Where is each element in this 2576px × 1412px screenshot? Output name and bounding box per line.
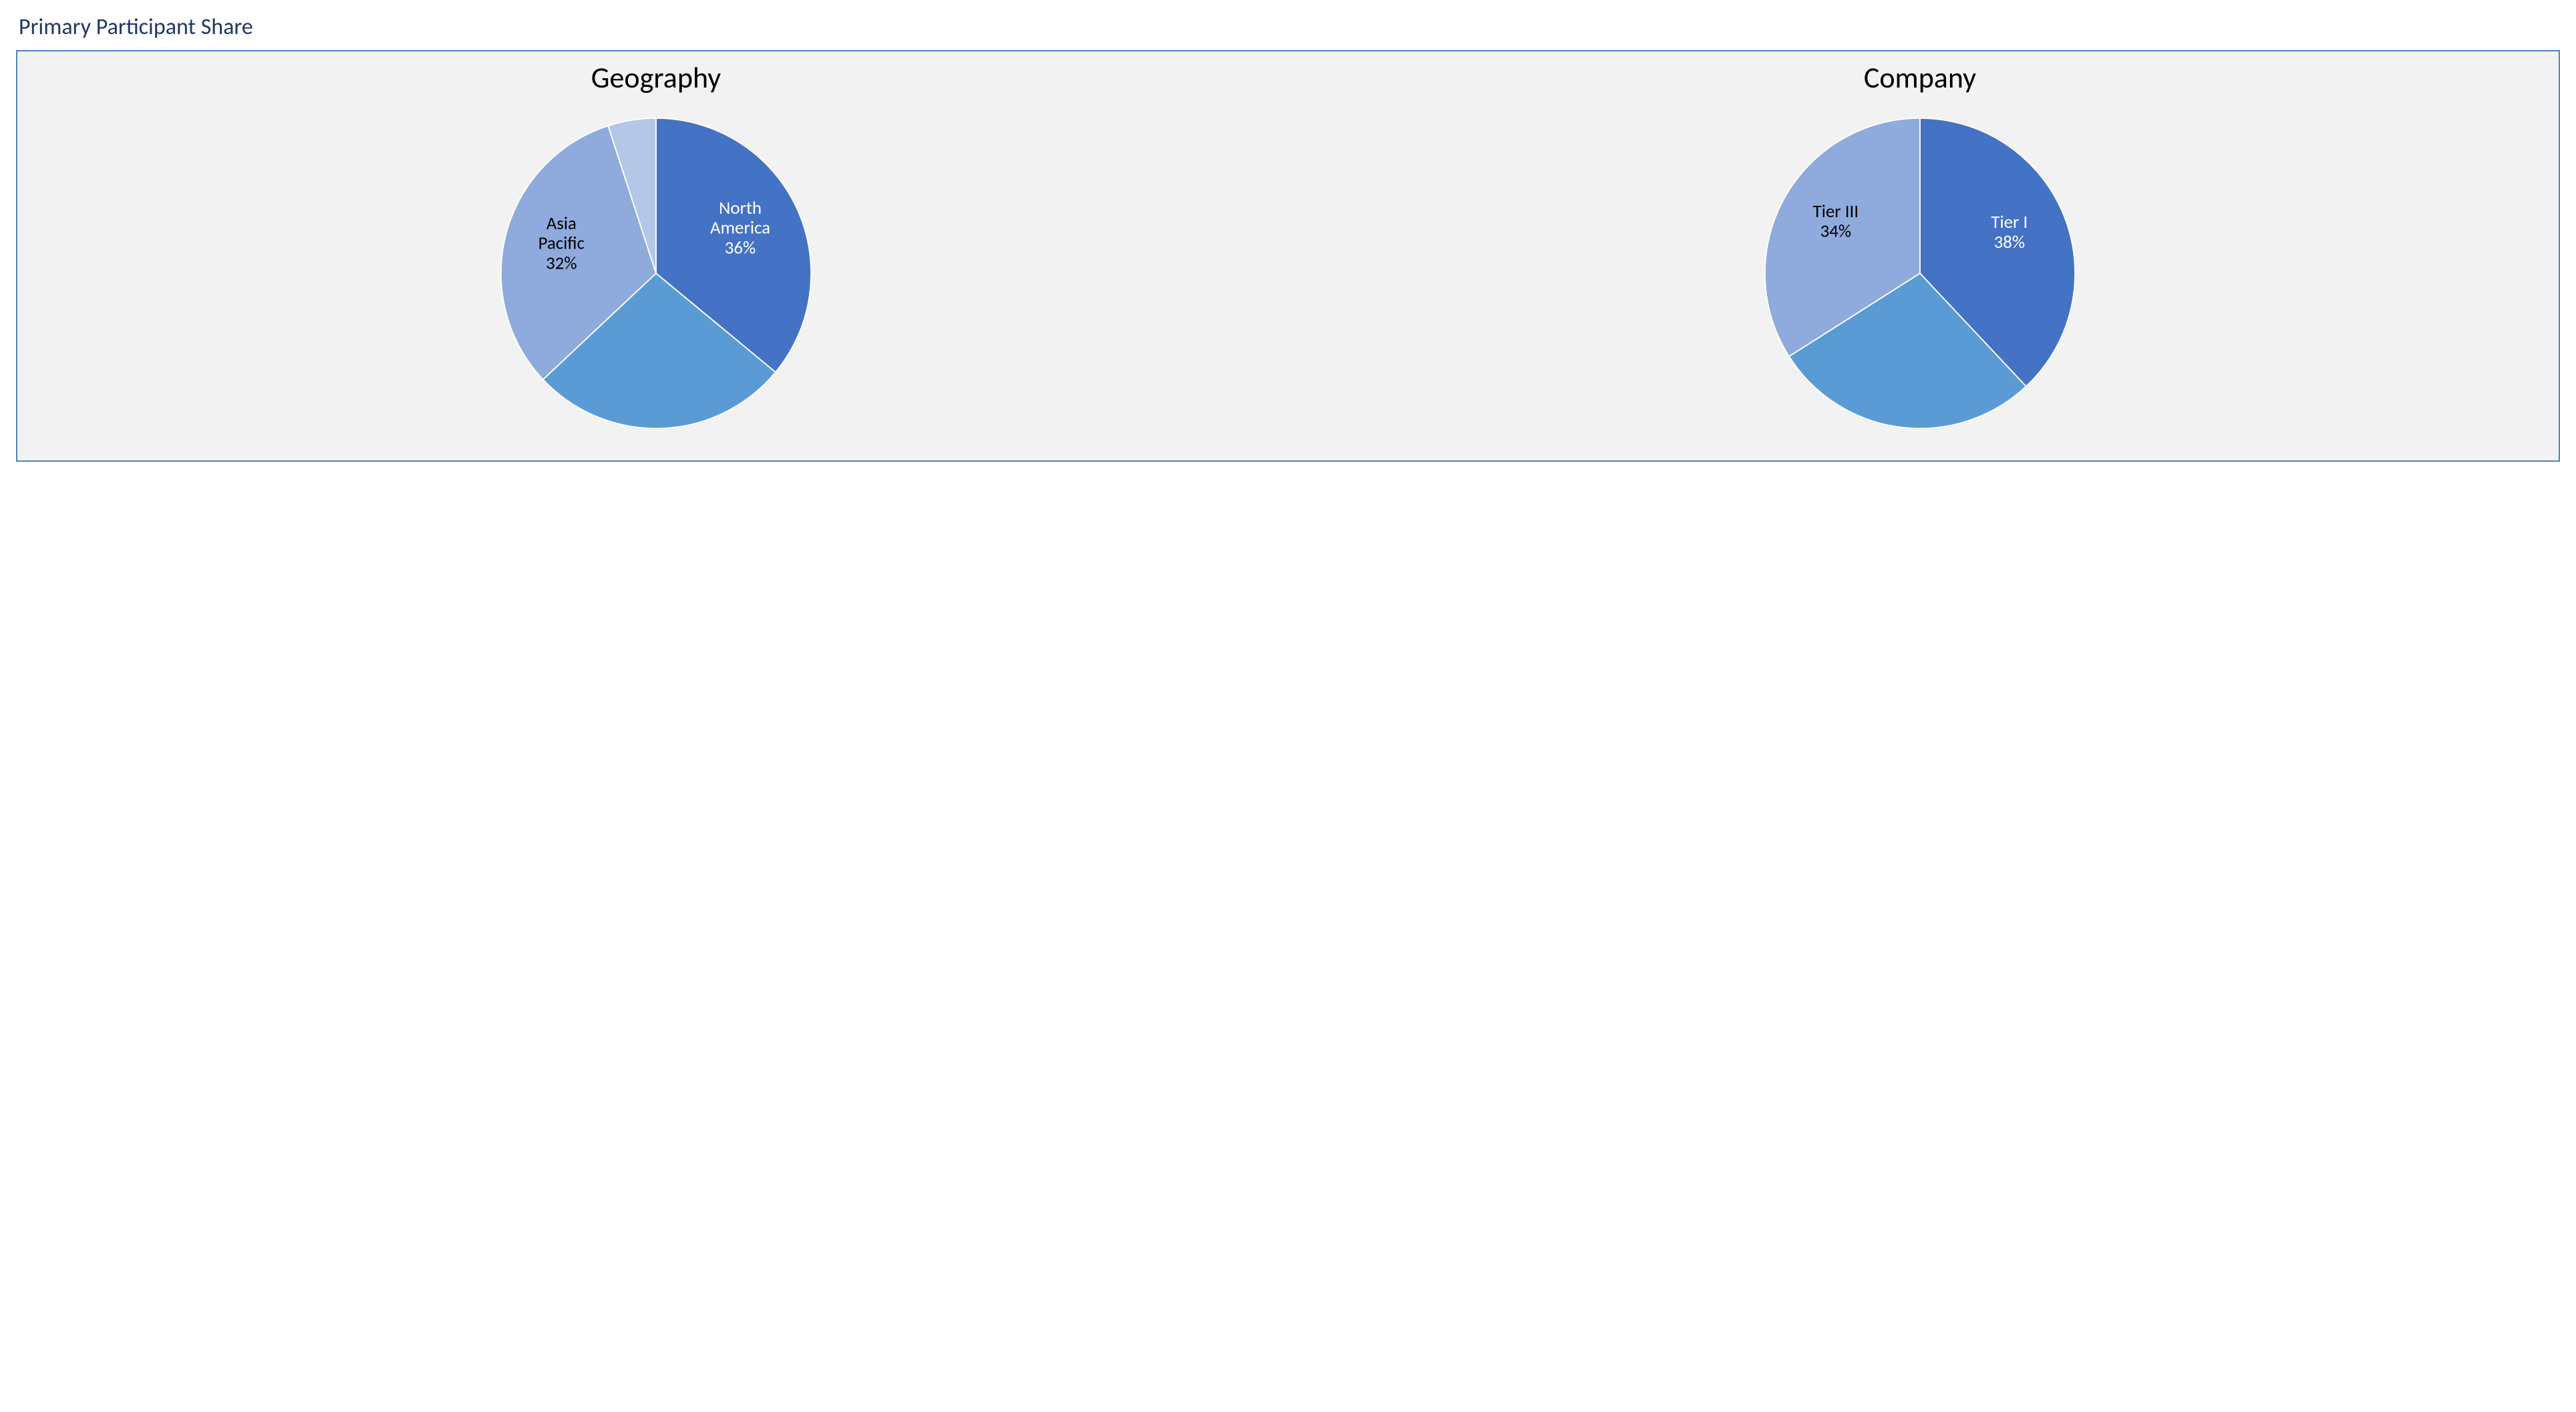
chart-column-company: Company Tier I38%Tier II28%Tier III34%	[1288, 57, 2552, 447]
chart-title-company: Company	[1864, 59, 1976, 96]
chart-title-geography: Geography	[591, 59, 721, 96]
page-root: Primary Participant Share Geography Nort…	[0, 0, 2576, 475]
chart-panel: Geography NorthAmerica36%Europe27%AsiaPa…	[16, 50, 2560, 462]
chart-column-geography: Geography NorthAmerica36%Europe27%AsiaPa…	[24, 57, 1288, 447]
pie-label-europe: Europe27%	[635, 445, 687, 447]
page-title: Primary Participant Share	[19, 13, 2560, 41]
pie-chart-geography: NorthAmerica36%Europe27%AsiaPacific32%Ro…	[482, 100, 830, 447]
pie-label-tier-ii: Tier II28%	[1880, 444, 1921, 447]
pie-chart-company: Tier I38%Tier II28%Tier III34%	[1746, 100, 2094, 447]
pie-label-tier-i: Tier I38%	[1991, 211, 2028, 253]
